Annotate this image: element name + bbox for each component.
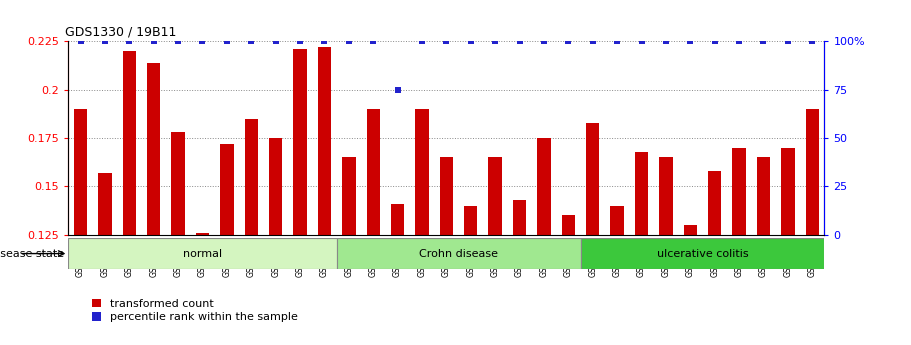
Bar: [415, 109, 429, 345]
Text: Crohn disease: Crohn disease: [419, 249, 498, 258]
Point: [269, 39, 283, 44]
Point: [708, 39, 722, 44]
Point: [317, 39, 332, 44]
Bar: [635, 151, 649, 345]
Point: [147, 39, 161, 44]
Point: [805, 39, 820, 44]
Point: [488, 39, 503, 44]
Point: [122, 39, 137, 44]
Bar: [488, 157, 502, 345]
Point: [366, 39, 381, 44]
Bar: [123, 51, 136, 345]
Point: [537, 39, 551, 44]
Bar: [171, 132, 185, 345]
Point: [244, 39, 259, 44]
Point: [97, 39, 112, 44]
Bar: [732, 148, 746, 345]
Point: [292, 39, 307, 44]
Bar: [220, 144, 233, 345]
Bar: [537, 138, 550, 345]
Bar: [269, 138, 282, 345]
Point: [73, 39, 87, 44]
Bar: [562, 215, 575, 345]
Bar: [513, 200, 527, 345]
Point: [342, 39, 356, 44]
Point: [586, 39, 600, 44]
Bar: [683, 225, 697, 345]
Point: [634, 39, 649, 44]
Point: [390, 87, 404, 92]
Bar: [337, 238, 580, 269]
Point: [439, 39, 454, 44]
Point: [756, 39, 771, 44]
Bar: [98, 173, 112, 345]
Bar: [440, 157, 453, 345]
Bar: [580, 238, 824, 269]
Bar: [610, 206, 624, 345]
Bar: [708, 171, 722, 345]
Bar: [74, 109, 87, 345]
Point: [170, 39, 185, 44]
Text: disease state: disease state: [0, 249, 64, 258]
Point: [609, 39, 624, 44]
Point: [781, 39, 795, 44]
Bar: [147, 63, 160, 345]
Bar: [318, 47, 331, 345]
Bar: [781, 148, 794, 345]
Legend: transformed count, percentile rank within the sample: transformed count, percentile rank withi…: [92, 299, 298, 322]
Text: GDS1330 / 19B11: GDS1330 / 19B11: [65, 26, 176, 39]
Point: [195, 39, 210, 44]
Bar: [660, 157, 672, 345]
Point: [464, 39, 478, 44]
Text: ulcerative colitis: ulcerative colitis: [657, 249, 748, 258]
Bar: [343, 157, 355, 345]
Bar: [293, 49, 307, 345]
Point: [683, 39, 698, 44]
Bar: [805, 109, 819, 345]
Point: [220, 39, 234, 44]
Bar: [244, 119, 258, 345]
Bar: [68, 238, 337, 269]
Point: [415, 39, 429, 44]
Bar: [757, 157, 770, 345]
Point: [659, 39, 673, 44]
Bar: [366, 109, 380, 345]
Text: normal: normal: [183, 249, 222, 258]
Point: [561, 39, 576, 44]
Bar: [586, 122, 599, 345]
Point: [512, 39, 527, 44]
Bar: [391, 204, 404, 345]
Bar: [196, 233, 210, 345]
Bar: [464, 206, 477, 345]
Point: [732, 39, 746, 44]
